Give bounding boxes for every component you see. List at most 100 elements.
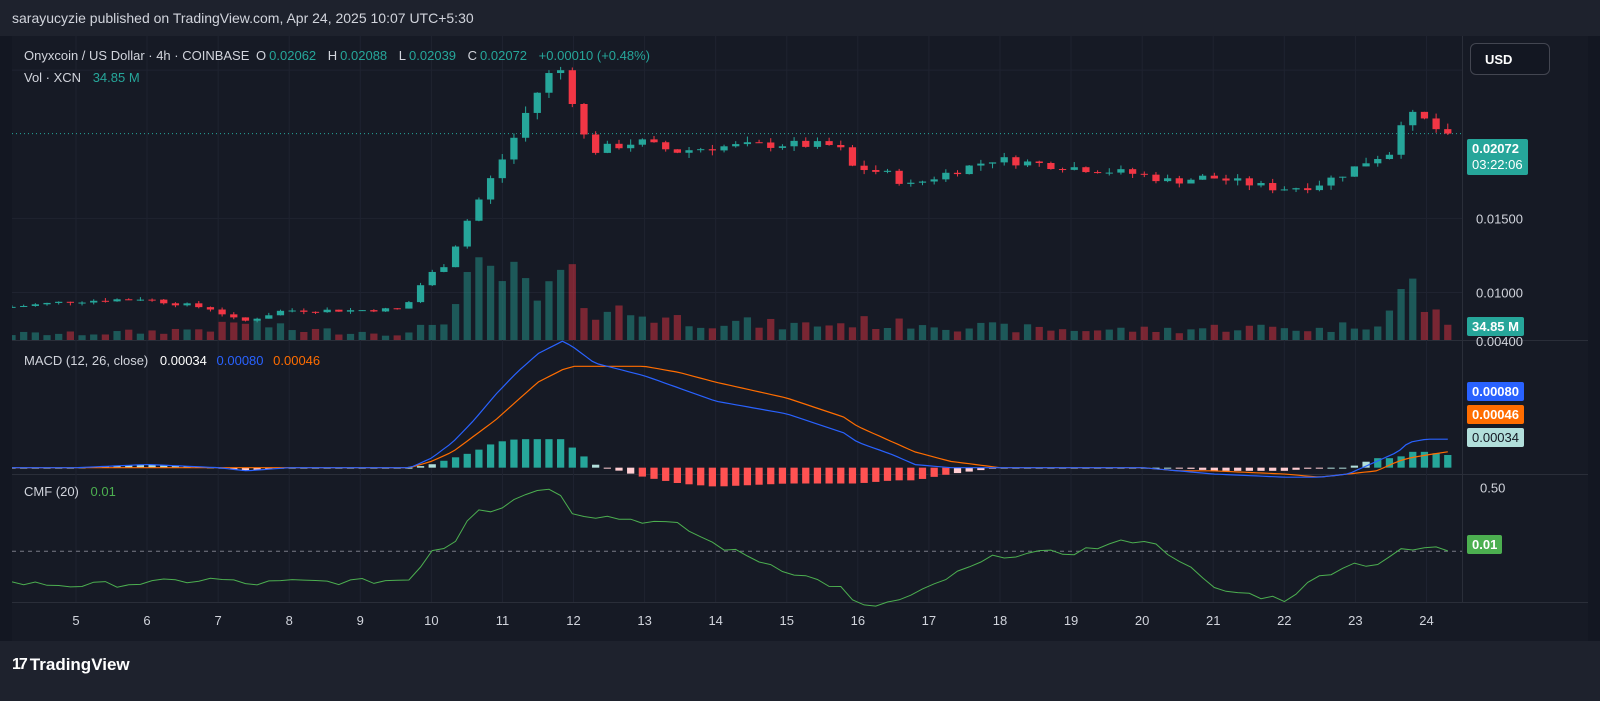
macd-histogram-bar <box>125 465 133 468</box>
macd-histogram-bar <box>557 439 565 468</box>
volume-bar <box>498 281 506 340</box>
symbol-legend: Onyxcoin / US Dollar · 4h · COINBASE O 0.… <box>24 48 650 63</box>
candle-body <box>66 301 74 303</box>
volume-bar <box>1140 326 1148 340</box>
candle-body <box>732 144 740 147</box>
macd-histogram-bar <box>1257 467 1265 471</box>
cmf-label[interactable]: CMF (20) <box>24 484 79 499</box>
candle-body <box>615 143 623 149</box>
macd-histogram-bar <box>697 467 705 486</box>
volume-bar <box>475 257 483 340</box>
volume-label[interactable]: Vol · XCN <box>24 70 82 85</box>
volume-bar <box>323 328 331 340</box>
candle-body <box>708 149 717 151</box>
candle-body <box>346 310 355 312</box>
candle-body <box>510 137 518 160</box>
volume-bar <box>965 328 973 340</box>
candle-body <box>323 309 331 313</box>
x-tick-label: 20 <box>1135 613 1149 628</box>
volume-bar <box>1199 328 1207 340</box>
candle-body <box>1128 169 1137 174</box>
volume-bar <box>650 322 658 340</box>
volume-bar <box>1315 327 1324 340</box>
candle-body <box>650 139 658 143</box>
candle-body <box>1058 169 1067 171</box>
macd-hist-tag: 0.00034 <box>1467 428 1524 447</box>
cmf-line <box>12 488 1448 607</box>
macd-histogram-bar <box>475 449 483 468</box>
x-tick-label: 14 <box>708 613 722 628</box>
macd-histogram-bar <box>965 467 973 472</box>
candle-body <box>370 310 378 312</box>
volume-bar <box>90 334 98 340</box>
macd-histogram-bar <box>1245 467 1253 471</box>
cmf-legend: CMF (20) 0.01 <box>24 484 119 499</box>
candle-body <box>580 103 588 135</box>
change-value: +0.00010 (+0.48%) <box>538 48 650 63</box>
chart-area[interactable]: 567891011121314151617181920212223240.025… <box>12 36 1588 641</box>
volume-bar <box>78 335 86 340</box>
volume-bar <box>265 327 273 340</box>
volume-bar <box>171 328 180 340</box>
volume-legend: Vol · XCN 34.85 M <box>24 70 143 85</box>
tradingview-logo[interactable]: 17 TradingView <box>12 655 130 675</box>
symbol-name[interactable]: Onyxcoin / US Dollar · 4h · COINBASE <box>24 48 250 63</box>
volume-bar <box>1269 326 1277 340</box>
macd-histogram-bar <box>732 467 740 486</box>
x-tick-label: 7 <box>215 613 222 628</box>
volume-bar <box>743 317 752 340</box>
publisher-line: sarayucyzie published on TradingView.com… <box>12 10 474 26</box>
volume-bar <box>218 321 226 340</box>
publisher-bar: sarayucyzie published on TradingView.com… <box>0 0 1600 36</box>
candle-body <box>907 182 915 184</box>
volume-bar <box>440 324 448 340</box>
macd-histogram-bar <box>545 439 553 468</box>
currency-button[interactable]: USD <box>1470 43 1550 75</box>
volume-tag: 34.85 M <box>1467 317 1524 336</box>
macd-histogram-bar <box>148 464 156 468</box>
macd-histogram-bar <box>615 467 623 471</box>
volume-bar <box>101 334 110 340</box>
candle-body <box>965 165 973 175</box>
macd-label[interactable]: MACD (12, 26, close) <box>24 353 149 368</box>
macd-histogram-bar <box>510 439 518 468</box>
macd-histogram-bar <box>1350 465 1359 468</box>
macd-histogram-bar <box>451 457 460 468</box>
close-value: 0.02072 <box>480 48 528 63</box>
volume-bar <box>381 335 390 340</box>
candle-body <box>1444 129 1452 134</box>
volume-bar <box>883 328 892 340</box>
macd-histogram-bar <box>416 466 425 468</box>
volume-bar <box>1128 331 1137 340</box>
macd-histogram-bar <box>627 467 635 474</box>
volume-bar <box>1374 326 1382 340</box>
macd-histogram-bar <box>183 466 191 468</box>
volume-bar <box>405 332 413 340</box>
candle-body <box>311 311 320 313</box>
candle-body <box>31 304 39 306</box>
candle-body <box>988 162 997 164</box>
x-tick-label: 12 <box>566 613 580 628</box>
volume-bar <box>603 311 611 340</box>
x-tick-label: 6 <box>143 613 150 628</box>
macd-histogram-bar <box>1199 467 1207 470</box>
candle-body <box>848 147 857 166</box>
chart-canvas[interactable]: 567891011121314151617181920212223240.025… <box>12 36 1588 641</box>
macd-histogram-bar <box>813 467 822 484</box>
macd-histogram-bar <box>1187 467 1195 469</box>
candle-body <box>1362 163 1370 167</box>
macd-histogram-bar <box>603 467 611 469</box>
volume-bar <box>1222 331 1230 340</box>
candle-body <box>743 142 752 145</box>
candle-body <box>405 302 413 309</box>
macd-histogram-bar <box>521 439 530 468</box>
candle-body <box>778 146 787 148</box>
x-tick-label: 15 <box>780 613 794 628</box>
macd-histogram-bar <box>160 465 168 468</box>
candle-body <box>451 246 460 268</box>
volume-bar <box>918 325 927 340</box>
volume-bar <box>872 328 880 340</box>
candle-body <box>1035 161 1043 163</box>
candle-body <box>428 271 436 286</box>
candle-body <box>1093 172 1102 174</box>
